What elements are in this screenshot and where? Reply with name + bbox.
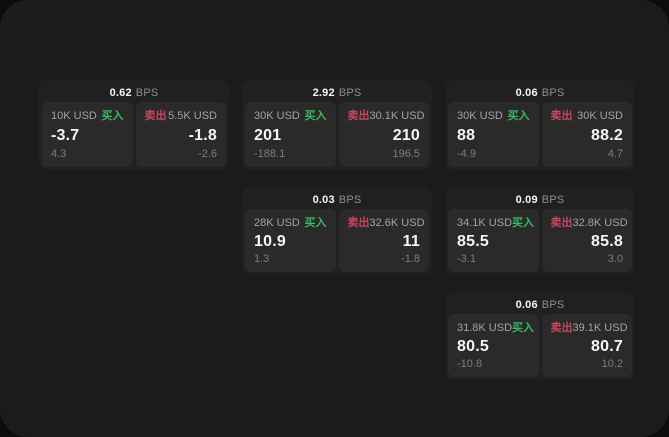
card-header: 0.06 BPS [448, 295, 632, 314]
bps-unit-label: BPS [338, 193, 362, 206]
card-body: 34.1K USD 买入 85.5 -3.1 卖出 32.8K USD 85.8… [448, 209, 632, 272]
sell-size: 32.8K USD [572, 217, 628, 229]
buy-side-label: 买入 [512, 217, 535, 229]
buy-side-label: 买入 [101, 110, 124, 122]
sell-price: 210 [392, 126, 420, 144]
bps-unit-label: BPS [541, 86, 565, 99]
buy-size: 30K USD [254, 110, 300, 122]
card-body: 30K USD 买入 201 -188.1 卖出 30.1K USD 210 1… [245, 102, 429, 167]
sell-secondary-value: 196.5 [392, 148, 420, 160]
quote-card-1: 0.62 BPS 10K USD 买入 -3.7 4.3 卖出 5.5K USD [39, 80, 229, 170]
buy-price: -3.7 [51, 126, 80, 144]
buy-price: 88 [457, 126, 476, 144]
quote-cards-grid: 0.62 BPS 10K USD 买入 -3.7 4.3 卖出 5.5K USD [39, 80, 635, 380]
buy-size: 10K USD [51, 110, 97, 122]
buy-price: 10.9 [254, 232, 286, 250]
card-header: 0.62 BPS [42, 83, 226, 102]
buy-size: 31.8K USD [457, 322, 513, 334]
buy-price: 85.5 [457, 232, 489, 250]
buy-side-label: 买入 [512, 322, 535, 334]
sell-size: 39.1K USD [572, 322, 628, 334]
sell-size: 30.1K USD [369, 110, 425, 122]
buy-quote-tile[interactable]: 30K USD 买入 88 -4.9 [448, 102, 539, 167]
sell-side-label: 卖出 [550, 322, 573, 334]
sell-quote-tile[interactable]: 卖出 30K USD 88.2 4.7 [541, 102, 632, 167]
sell-side-label: 卖出 [550, 110, 573, 122]
sell-side-label: 卖出 [347, 217, 370, 229]
buy-secondary-value: -3.1 [457, 253, 476, 265]
card-header: 0.09 BPS [448, 190, 632, 209]
sell-quote-tile[interactable]: 卖出 30.1K USD 210 196.5 [338, 102, 429, 167]
bps-value: 2.92 [312, 86, 335, 99]
sell-price: 88.2 [591, 126, 623, 144]
bps-value: 0.03 [312, 193, 335, 206]
buy-side-label: 买入 [304, 110, 327, 122]
sell-price: 11 [402, 232, 420, 250]
card-body: 28K USD 买入 10.9 1.3 卖出 32.6K USD 11 -1.8 [245, 209, 429, 272]
quote-card-4: 0.03 BPS 28K USD 买入 10.9 1.3 卖出 32.6K US… [242, 187, 432, 275]
sell-secondary-value: -2.6 [198, 148, 217, 160]
sell-quote-tile[interactable]: 卖出 32.8K USD 85.8 3.0 [541, 209, 632, 272]
sell-size: 32.6K USD [369, 217, 425, 229]
buy-side-label: 买入 [507, 110, 530, 122]
card-header: 0.03 BPS [245, 190, 429, 209]
bps-value: 0.09 [515, 193, 538, 206]
buy-secondary-value: -188.1 [254, 148, 286, 160]
buy-secondary-value: 4.3 [51, 148, 67, 160]
buy-price: 201 [254, 126, 282, 144]
bps-unit-label: BPS [338, 86, 362, 99]
bps-unit-label: BPS [541, 193, 565, 206]
buy-quote-tile[interactable]: 30K USD 买入 201 -188.1 [245, 102, 336, 167]
bps-value: 0.06 [515, 298, 538, 311]
buy-size: 28K USD [254, 217, 300, 229]
buy-quote-tile[interactable]: 31.8K USD 买入 80.5 -10.8 [448, 314, 539, 377]
card-body: 10K USD 买入 -3.7 4.3 卖出 5.5K USD -1.8 -2.… [42, 102, 226, 167]
card-header: 0.06 BPS [448, 83, 632, 102]
sell-secondary-value: 4.7 [607, 148, 623, 160]
sell-quote-tile[interactable]: 卖出 5.5K USD -1.8 -2.6 [135, 102, 226, 167]
quote-card-5: 0.09 BPS 34.1K USD 买入 85.5 -3.1 卖出 32.8K… [445, 187, 635, 275]
sell-quote-tile[interactable]: 卖出 39.1K USD 80.7 10.2 [541, 314, 632, 377]
sell-secondary-value: -1.8 [401, 253, 420, 265]
sell-price: -1.8 [188, 126, 217, 144]
sell-secondary-value: 3.0 [607, 253, 623, 265]
sell-side-label: 卖出 [144, 110, 167, 122]
sell-side-label: 卖出 [347, 110, 370, 122]
buy-side-label: 买入 [304, 217, 327, 229]
sell-side-label: 卖出 [550, 217, 573, 229]
sell-price: 85.8 [591, 232, 623, 250]
quote-card-3: 0.06 BPS 30K USD 买入 88 -4.9 卖出 30K USD [445, 80, 635, 170]
buy-quote-tile[interactable]: 10K USD 买入 -3.7 4.3 [42, 102, 133, 167]
sell-secondary-value: 10.2 [601, 358, 623, 370]
card-body: 31.8K USD 买入 80.5 -10.8 卖出 39.1K USD 80.… [448, 314, 632, 377]
sell-price: 80.7 [591, 337, 623, 355]
buy-price: 80.5 [457, 337, 489, 355]
bps-value: 0.06 [515, 86, 538, 99]
sell-size: 30K USD [577, 110, 623, 122]
bps-unit-label: BPS [135, 86, 159, 99]
buy-secondary-value: 1.3 [254, 253, 270, 265]
quote-card-2: 2.92 BPS 30K USD 买入 201 -188.1 卖出 30.1K … [242, 80, 432, 170]
bps-unit-label: BPS [541, 298, 565, 311]
buy-size: 30K USD [457, 110, 503, 122]
sell-quote-tile[interactable]: 卖出 32.6K USD 11 -1.8 [338, 209, 429, 272]
buy-quote-tile[interactable]: 34.1K USD 买入 85.5 -3.1 [448, 209, 539, 272]
buy-secondary-value: -10.8 [457, 358, 483, 370]
buy-secondary-value: -4.9 [457, 148, 476, 160]
sell-size: 5.5K USD [168, 110, 217, 122]
card-body: 30K USD 买入 88 -4.9 卖出 30K USD 88.2 4.7 [448, 102, 632, 167]
buy-size: 34.1K USD [457, 217, 513, 229]
bps-value: 0.62 [109, 86, 132, 99]
quote-card-6: 0.06 BPS 31.8K USD 买入 80.5 -10.8 卖出 39.1… [445, 292, 635, 380]
buy-quote-tile[interactable]: 28K USD 买入 10.9 1.3 [245, 209, 336, 272]
card-header: 2.92 BPS [245, 83, 429, 102]
